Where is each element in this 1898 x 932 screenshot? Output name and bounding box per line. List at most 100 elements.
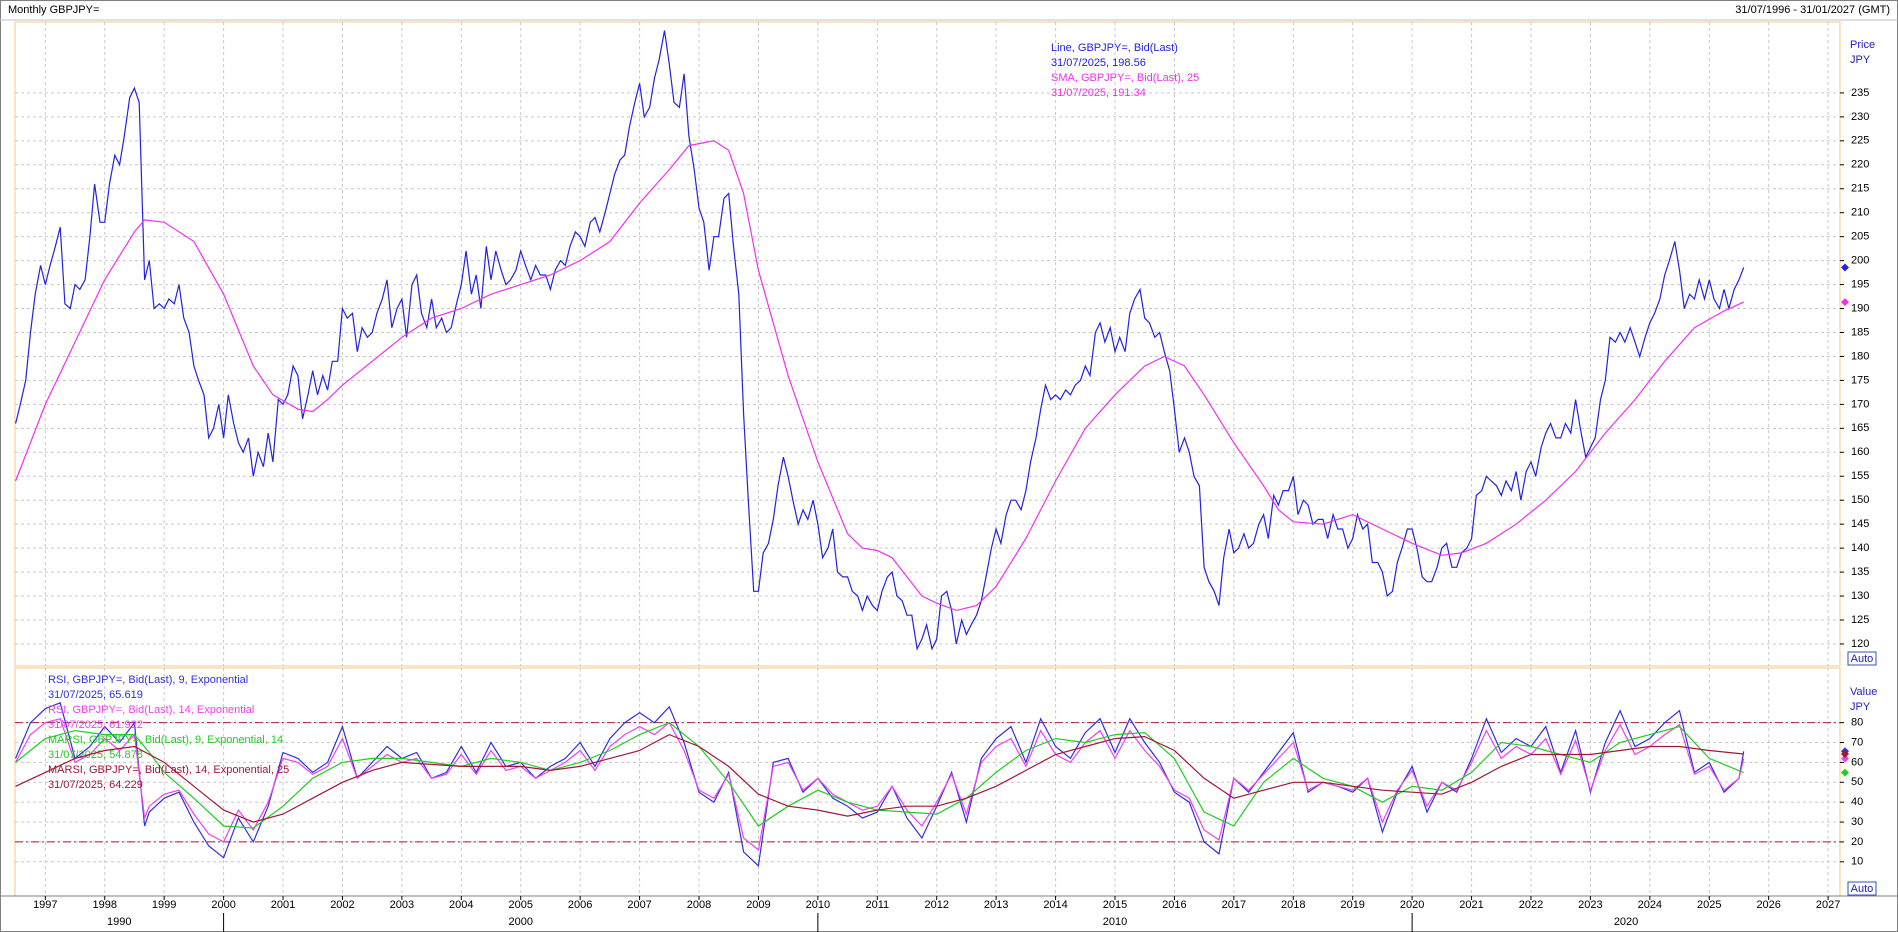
x-tick-label: 2010 — [806, 899, 830, 911]
legend-entry: MARSI, GBPJPY=, Bid(Last), 9, Exponentia… — [48, 734, 283, 746]
y-tick-label: 210 — [1851, 207, 1869, 219]
x-tick-label: 2005 — [508, 899, 532, 911]
x-tick-label: 2003 — [390, 899, 414, 911]
auto-button-box — [1847, 881, 1877, 896]
y-tick-label: 205 — [1851, 231, 1869, 243]
last-value-marker — [1841, 263, 1849, 272]
series-line — [15, 733, 1744, 823]
y-tick-label: 130 — [1851, 590, 1869, 602]
y-tick-label: 220 — [1851, 159, 1869, 171]
series-line — [15, 722, 1744, 829]
y-tick-label: 80 — [1851, 717, 1863, 729]
y-tick-label: 10 — [1851, 856, 1863, 868]
x-tick-label: 2025 — [1697, 899, 1721, 911]
series-line — [15, 717, 1745, 852]
x-tick-label: 2012 — [924, 899, 948, 911]
legend-last-value: 31/07/2025, 65.619 — [48, 689, 143, 701]
legend-last-value: 31/07/2025, 198.56 — [1051, 57, 1146, 69]
y-tick-label: 50 — [1851, 776, 1863, 788]
x-tick-label: 1998 — [92, 899, 116, 911]
y-tick-label: 160 — [1851, 446, 1869, 458]
series-line — [15, 140, 1744, 612]
x-tick-label: 2018 — [1281, 899, 1305, 911]
y-tick-label: 145 — [1851, 518, 1869, 530]
decade-label: 2000 — [508, 916, 532, 928]
y-tick-label: 170 — [1851, 398, 1869, 410]
axis-unit: JPY — [1850, 54, 1871, 66]
legend-entry: RSI, GBPJPY=, Bid(Last), 9, Exponential — [48, 674, 248, 686]
x-tick-label: 2015 — [1103, 899, 1127, 911]
last-value-marker — [1841, 754, 1849, 763]
x-tick-label: 2013 — [984, 899, 1008, 911]
y-tick-label: 200 — [1851, 255, 1869, 267]
auto-button: Auto — [1851, 653, 1874, 665]
y-tick-label: 30 — [1851, 816, 1863, 828]
x-tick-label: 2004 — [449, 899, 473, 911]
legend-last-value: 31/07/2025, 191.34 — [1051, 87, 1146, 99]
auto-button: Auto — [1851, 883, 1874, 895]
x-tick-label: 2002 — [330, 899, 354, 911]
x-tick-label: 2007 — [627, 899, 651, 911]
x-tick-label: 2017 — [1222, 899, 1246, 911]
last-value-marker — [1841, 750, 1849, 759]
legend-entry: SMA, GBPJPY=, Bid(Last), 25 — [1051, 72, 1199, 84]
legend-last-value: 31/07/2025, 61.922 — [48, 719, 143, 731]
decade-label: 2010 — [1103, 916, 1127, 928]
x-tick-label: 1997 — [33, 899, 57, 911]
y-tick-label: 195 — [1851, 278, 1869, 290]
y-tick-label: 125 — [1851, 614, 1869, 626]
x-tick-label: 1999 — [152, 899, 176, 911]
y-tick-label: 230 — [1851, 111, 1869, 123]
x-tick-label: 2016 — [1162, 899, 1186, 911]
x-tick-label: 2006 — [568, 899, 592, 911]
last-value-marker — [1841, 298, 1849, 307]
y-tick-label: 155 — [1851, 470, 1869, 482]
x-tick-label: 2023 — [1578, 899, 1602, 911]
x-tick-label: 2022 — [1519, 899, 1543, 911]
legend-last-value: 31/07/2025, 64.229 — [48, 779, 143, 791]
x-tick-label: 2008 — [687, 899, 711, 911]
y-tick-label: 135 — [1851, 566, 1869, 578]
legend-last-value: 31/07/2025, 54.878 — [48, 749, 143, 761]
window-title: Monthly GBPJPY= — [8, 4, 99, 16]
x-tick-label: 2009 — [746, 899, 770, 911]
y-tick-label: 165 — [1851, 422, 1869, 434]
y-tick-label: 225 — [1851, 135, 1869, 147]
y-tick-label: 175 — [1851, 374, 1869, 386]
y-tick-label: 60 — [1851, 756, 1863, 768]
x-tick-label: 2001 — [271, 899, 295, 911]
y-tick-label: 235 — [1851, 87, 1869, 99]
legend-entry: RSI, GBPJPY=, Bid(Last), 14, Exponential — [48, 704, 254, 716]
y-tick-label: 185 — [1851, 326, 1869, 338]
legend-entry: MARSI, GBPJPY=, Bid(Last), 14, Exponenti… — [48, 764, 289, 776]
y-tick-label: 120 — [1851, 638, 1869, 650]
y-tick-label: 215 — [1851, 183, 1869, 195]
axis-title: Value — [1850, 686, 1877, 698]
plot-area — [14, 21, 1841, 667]
y-tick-label: 40 — [1851, 796, 1863, 808]
last-value-marker — [1841, 768, 1849, 777]
x-tick-label: 2014 — [1043, 899, 1067, 911]
axis-unit: JPY — [1850, 701, 1871, 713]
date-range: 31/07/1996 - 31/01/2027 (GMT) — [1735, 4, 1890, 16]
decade-label: 1990 — [107, 916, 131, 928]
x-tick-label: 2024 — [1638, 899, 1662, 911]
x-tick-label: 2020 — [1400, 899, 1424, 911]
y-tick-label: 180 — [1851, 350, 1869, 362]
x-tick-label: 2000 — [211, 899, 235, 911]
x-tick-label: 2019 — [1340, 899, 1364, 911]
x-tick-label: 2026 — [1756, 899, 1780, 911]
axis-title: Price — [1850, 39, 1875, 51]
x-tick-label: 2021 — [1459, 899, 1483, 911]
x-tick-label: 2027 — [1816, 899, 1840, 911]
y-tick-label: 70 — [1851, 736, 1863, 748]
decade-label: 2020 — [1614, 916, 1638, 928]
series-line — [15, 30, 1745, 651]
legend-entry: Line, GBPJPY=, Bid(Last) — [1051, 42, 1178, 54]
y-tick-label: 190 — [1851, 302, 1869, 314]
y-tick-label: 20 — [1851, 836, 1863, 848]
y-tick-label: 140 — [1851, 542, 1869, 554]
x-tick-label: 2011 — [865, 899, 889, 911]
